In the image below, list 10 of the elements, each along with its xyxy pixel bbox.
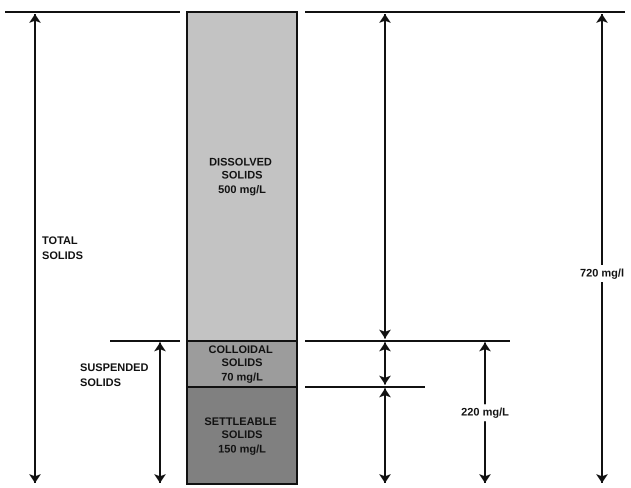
text: TOTAL SOLIDS (42, 235, 83, 262)
data-label: 70 mg/L (221, 371, 264, 384)
series-label: SETTLEABLE SOLIDS (204, 416, 280, 442)
text: SUSPENDED SOLIDS (80, 362, 152, 389)
text: 220 mg/L (461, 406, 510, 419)
data-label: 150 mg/L (218, 444, 266, 456)
text: 720 mg/l (580, 268, 624, 280)
series-label: COLLOIDAL SOLIDS (208, 344, 276, 369)
data-label: 500 mg/L (218, 184, 266, 196)
series-label: DISSOLVED SOLIDS (209, 156, 275, 182)
